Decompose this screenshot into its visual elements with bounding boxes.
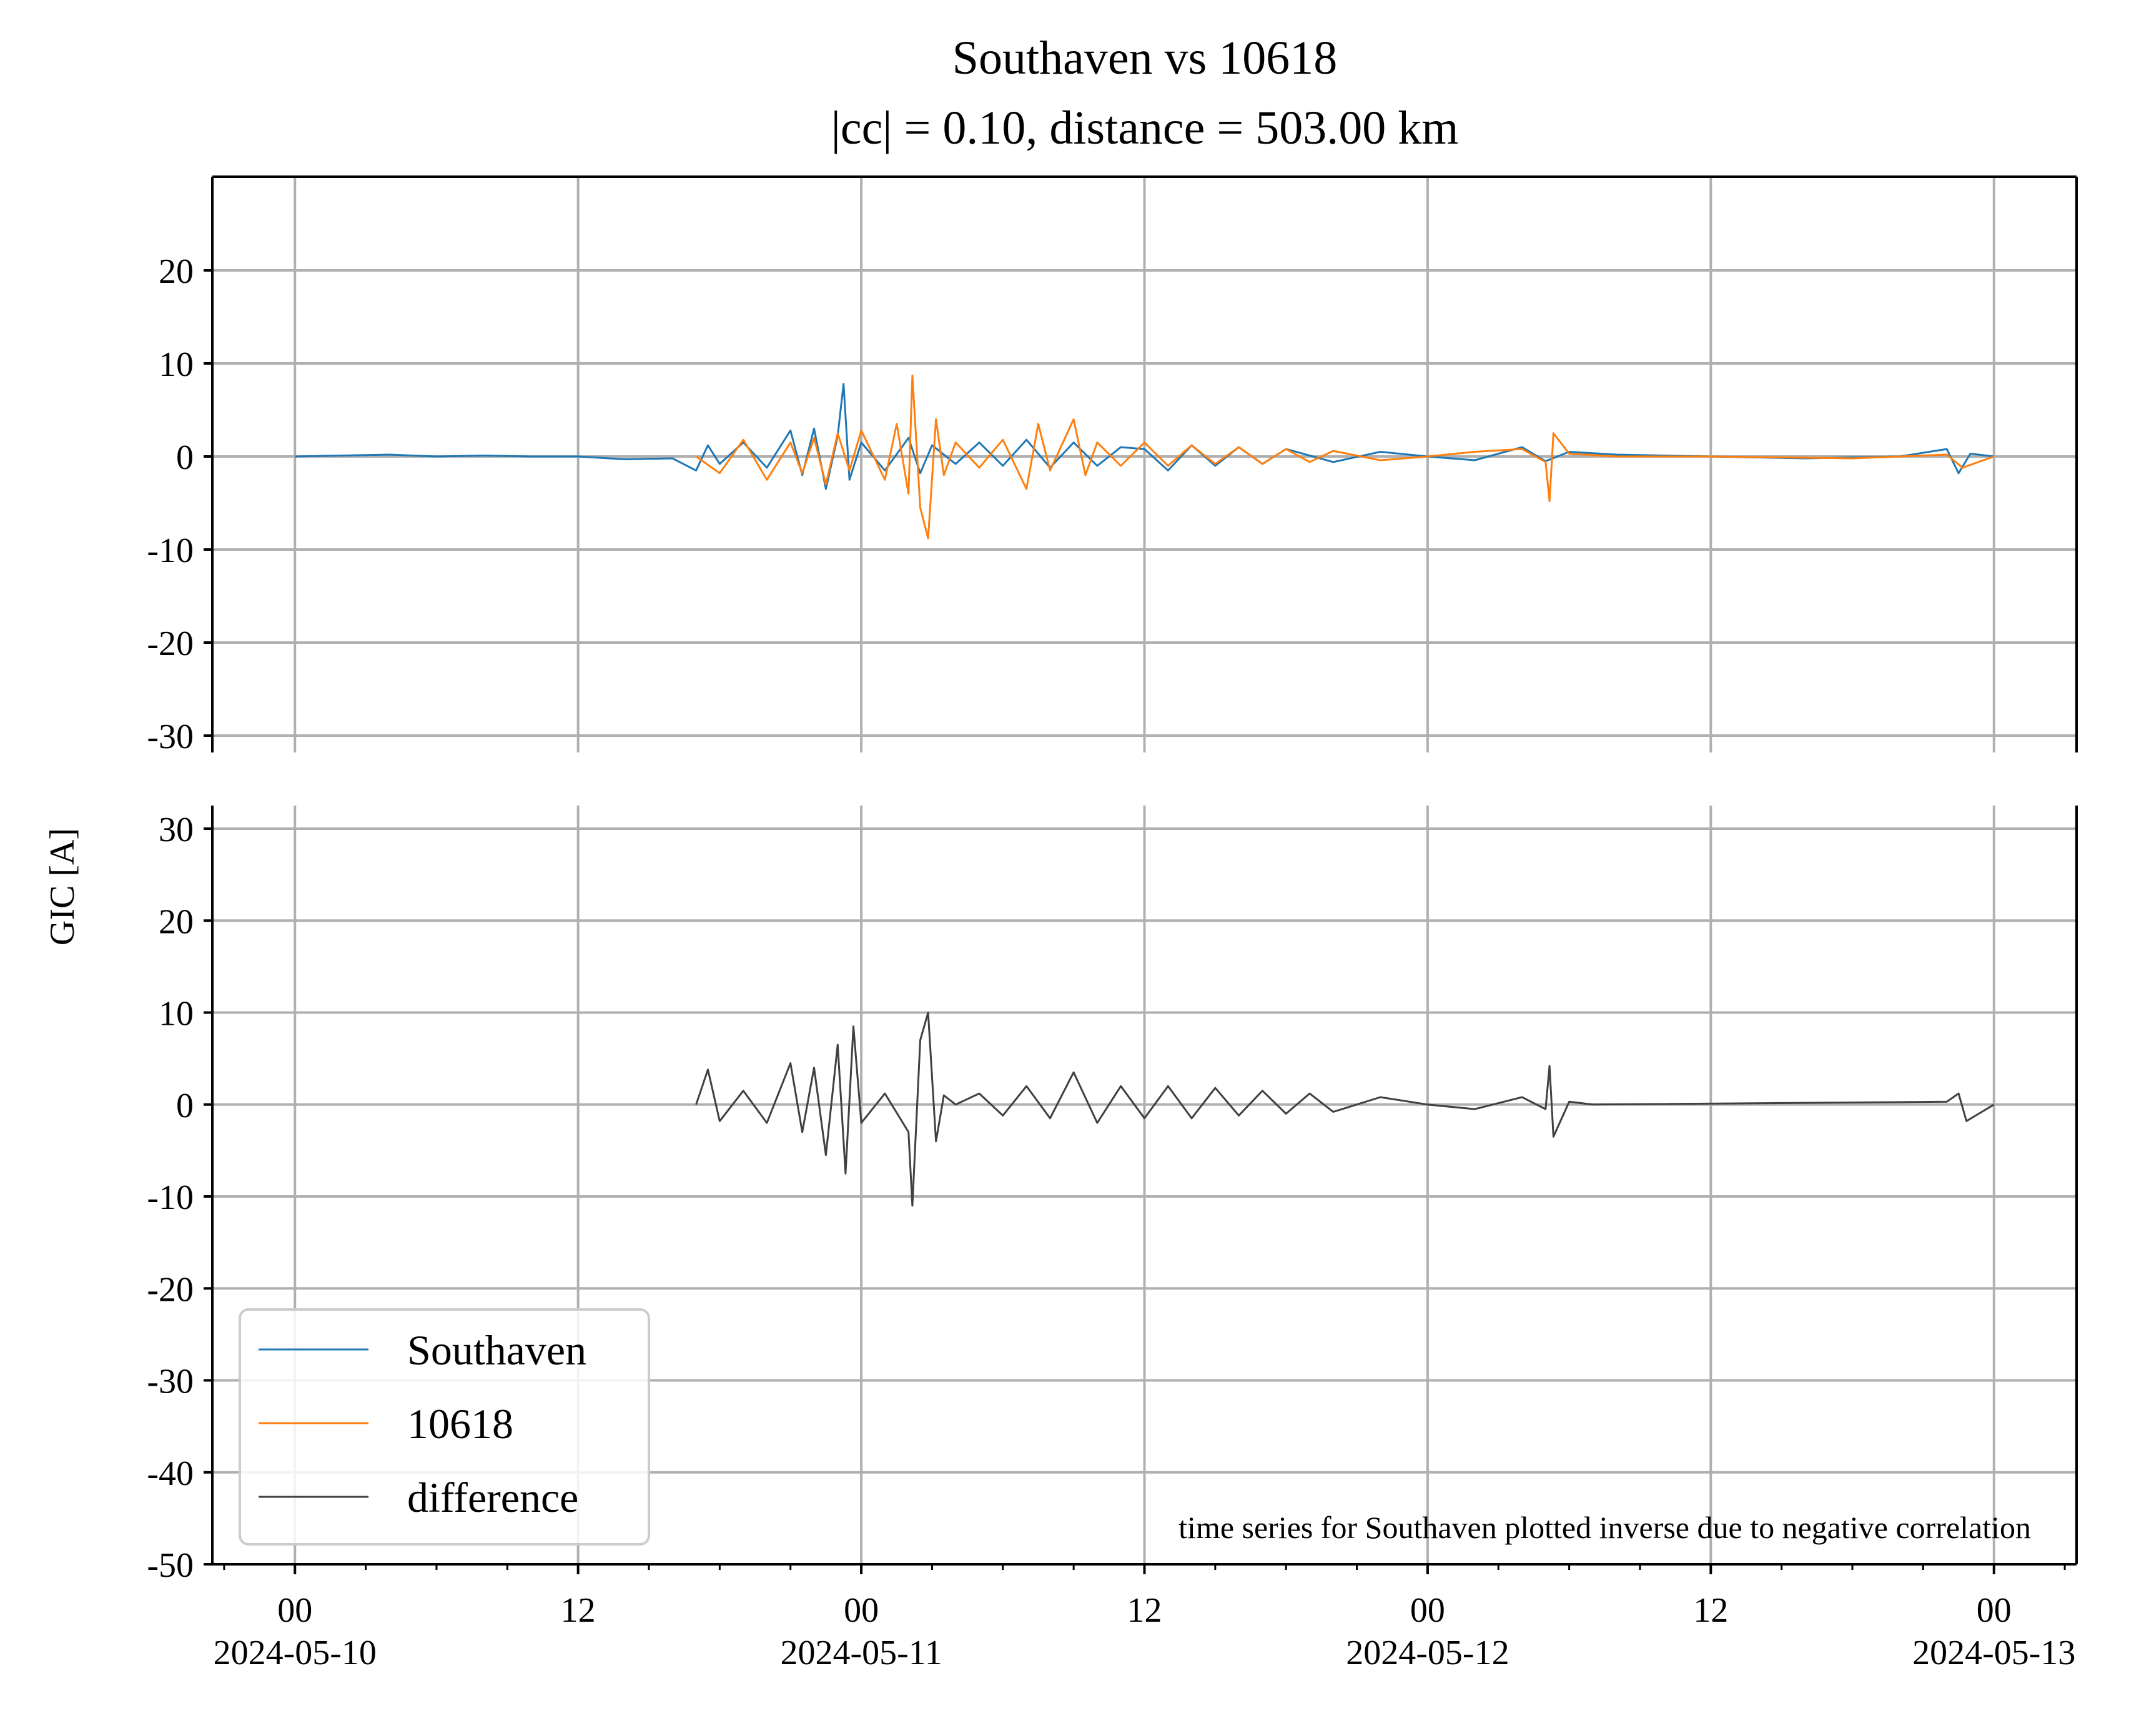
y-tick-label: -10 <box>147 1178 194 1217</box>
x-tick-label-time: 12 <box>1127 1591 1162 1630</box>
x-tick-label-date: 2024-05-13 <box>1912 1634 2075 1672</box>
x-tick-label-time: 00 <box>844 1591 879 1630</box>
annotation-text: time series for Southaven plotted invers… <box>1178 1510 2031 1545</box>
x-tick-label-date: 2024-05-11 <box>780 1634 942 1672</box>
y-tick-label: -10 <box>147 531 194 570</box>
x-tick-label-date: 2024-05-12 <box>1346 1634 1509 1672</box>
y-tick-label: -20 <box>147 1270 194 1309</box>
x-tick-label-time: 00 <box>1410 1591 1445 1630</box>
y-tick-label: 20 <box>159 902 194 941</box>
x-tick-label-time: 12 <box>1693 1591 1728 1630</box>
y-tick-label: 0 <box>176 438 194 477</box>
chart-title-line2: |cc| = 0.10, distance = 503.00 km <box>831 102 1459 154</box>
legend-label-difference: difference <box>407 1474 578 1521</box>
top-panel: 20 10 0 -10 -20 -30 <box>147 175 2078 756</box>
legend-label-10618: 10618 <box>407 1400 513 1447</box>
y-axis-label: GIC [A] <box>43 828 82 945</box>
y-tick-label: -40 <box>147 1454 194 1493</box>
series-line-difference <box>695 1012 1995 1207</box>
y-tick-label: 10 <box>159 345 194 384</box>
y-tick-label: -30 <box>147 718 194 756</box>
legend: Southaven 10618 difference <box>239 1308 650 1546</box>
legend-box <box>239 1308 650 1546</box>
x-tick-label-date: 2024-05-10 <box>214 1634 377 1672</box>
chart-title-line1: Southaven vs 10618 <box>952 32 1337 84</box>
series-line-10618 <box>695 374 1995 540</box>
legend-label-southaven: Southaven <box>407 1326 586 1374</box>
y-tick-label: -50 <box>147 1546 194 1585</box>
y-tick-label: 30 <box>159 811 194 849</box>
y-tick-label: 20 <box>159 252 194 291</box>
x-axis: 00 2024-05-10 12 00 2024-05-11 12 00 2024-05-12… <box>214 1564 2075 1672</box>
y-tick-label: -30 <box>147 1363 194 1401</box>
x-tick-label-time: 00 <box>277 1591 312 1630</box>
x-tick-label-time: 12 <box>561 1591 596 1630</box>
y-tick-label: -20 <box>147 624 194 663</box>
y-tick-label: 10 <box>159 995 194 1033</box>
x-tick-label-time: 00 <box>1977 1591 2012 1630</box>
y-tick-label: 0 <box>176 1087 194 1125</box>
